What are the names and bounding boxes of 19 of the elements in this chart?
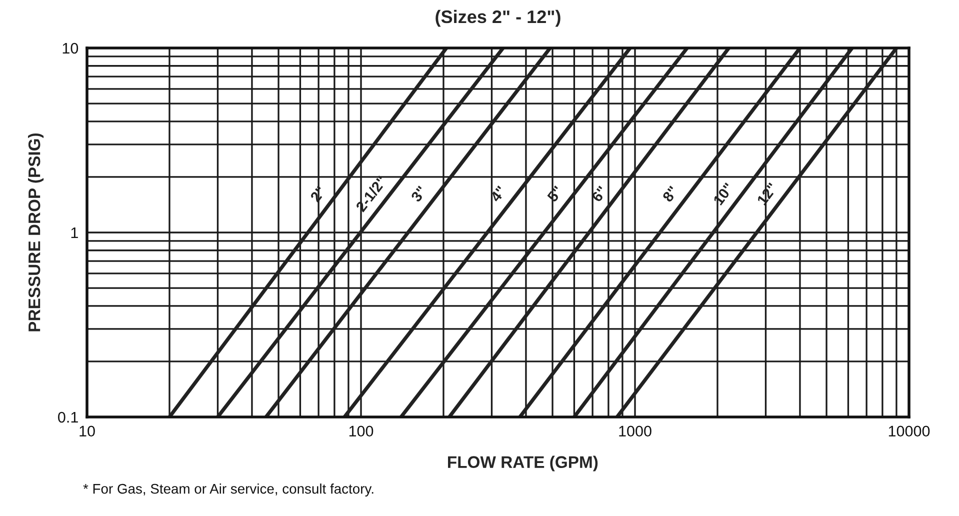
- x-axis-title: FLOW RATE (GPM): [448, 456, 598, 472]
- y-tick-label: 1: [71, 228, 78, 238]
- text: * For Gas, Steam or Air service, consult factory.: [83, 484, 374, 496]
- text: 12": [756, 182, 778, 206]
- y-tick-label: 0.1: [58, 412, 78, 423]
- text: 6": [591, 186, 608, 203]
- text: 3": [410, 185, 428, 203]
- x-tick-label: 1000: [619, 426, 652, 437]
- x-tick-label: 100: [349, 426, 374, 437]
- text: 4": [490, 186, 506, 203]
- y-tick-label: 10: [62, 42, 78, 54]
- x-tick-label: 10: [80, 426, 95, 437]
- chart-title: (Sizes 2" - 12"): [436, 10, 560, 27]
- text: 2": [310, 186, 326, 203]
- text: 8": [662, 186, 678, 203]
- x-tick-label: 10000: [888, 426, 930, 437]
- text: 5": [546, 186, 564, 203]
- y-axis-title: PRESSURE DROP (PSIG): [28, 133, 44, 332]
- text: 10": [712, 182, 734, 206]
